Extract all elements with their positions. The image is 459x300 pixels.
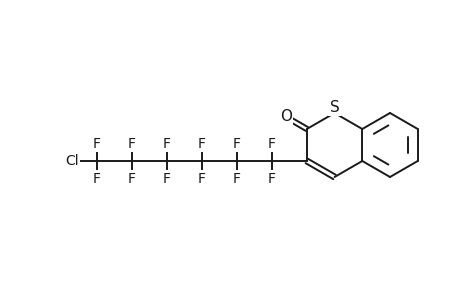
Text: S: S [329, 100, 339, 115]
Text: F: F [197, 172, 206, 185]
Text: F: F [128, 172, 135, 185]
Text: F: F [267, 136, 275, 151]
Text: Cl: Cl [65, 154, 79, 168]
Text: F: F [267, 172, 275, 185]
Text: F: F [232, 136, 241, 151]
Text: F: F [93, 172, 101, 185]
Text: F: F [128, 136, 135, 151]
Text: F: F [162, 136, 170, 151]
Text: O: O [279, 109, 291, 124]
Text: F: F [197, 136, 206, 151]
Text: F: F [162, 172, 170, 185]
Text: F: F [93, 136, 101, 151]
Text: F: F [232, 172, 241, 185]
